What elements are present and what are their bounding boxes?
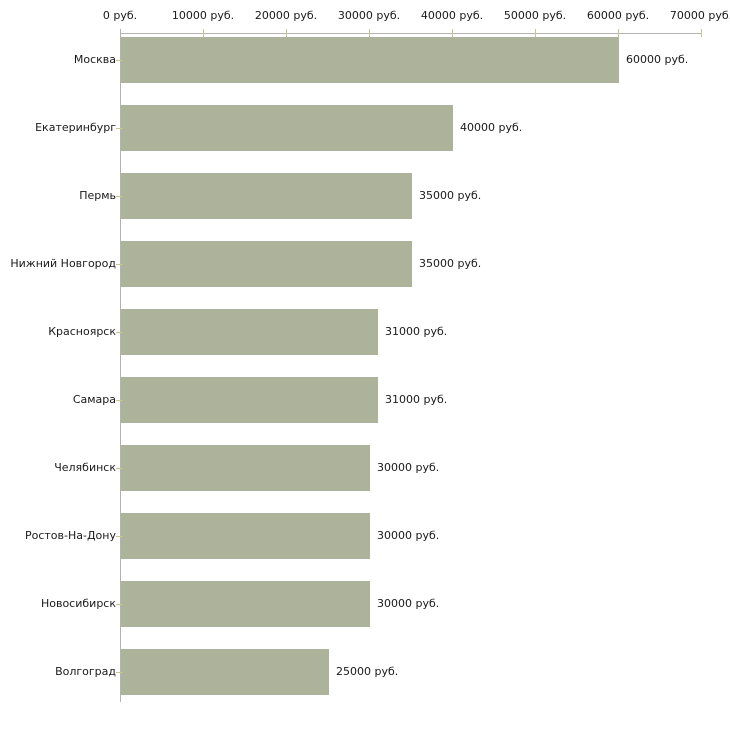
x-axis-origin-tick — [120, 29, 121, 33]
value-label: 31000 руб. — [385, 325, 448, 338]
category-label: Нижний Новгород — [10, 257, 116, 270]
x-axis-tick-label: 20000 руб. — [254, 9, 318, 22]
x-axis-tick-mark — [701, 29, 702, 37]
x-axis-tick-mark — [203, 29, 204, 37]
category-tick-mark — [116, 264, 123, 265]
bar — [121, 173, 412, 219]
x-axis-tick-mark — [618, 29, 619, 37]
bar — [121, 581, 370, 627]
value-label: 30000 руб. — [377, 529, 440, 542]
x-axis-tick-mark — [369, 29, 370, 37]
value-label: 35000 руб. — [419, 257, 482, 270]
bar — [121, 445, 370, 491]
bar — [121, 241, 412, 287]
bar — [121, 649, 329, 695]
category-tick-mark — [116, 672, 123, 673]
x-axis-tick-label: 0 руб. — [102, 9, 138, 22]
x-axis-tick-label: 40000 руб. — [420, 9, 484, 22]
category-label: Москва — [73, 53, 116, 66]
category-label: Пермь — [79, 189, 116, 202]
bar — [121, 513, 370, 559]
bar — [121, 377, 378, 423]
x-axis-tick-label: 70000 руб. — [669, 9, 730, 22]
value-label: 25000 руб. — [336, 665, 399, 678]
bar — [121, 309, 378, 355]
category-tick-mark — [116, 332, 123, 333]
category-tick-mark — [116, 536, 123, 537]
category-tick-mark — [116, 60, 123, 61]
value-label: 30000 руб. — [377, 597, 440, 610]
x-axis-tick-mark — [535, 29, 536, 37]
value-label: 31000 руб. — [385, 393, 448, 406]
category-label: Екатеринбург — [35, 121, 116, 134]
x-axis-tick-mark — [286, 29, 287, 37]
category-tick-mark — [116, 128, 123, 129]
value-label: 40000 руб. — [460, 121, 523, 134]
bar — [121, 105, 453, 151]
category-tick-mark — [116, 196, 123, 197]
category-label: Ростов-На-Дону — [24, 529, 116, 542]
x-axis-tick-label: 60000 руб. — [586, 9, 650, 22]
category-label: Новосибирск — [40, 597, 116, 610]
plot-area — [120, 33, 702, 702]
category-label: Красноярск — [48, 325, 116, 338]
category-tick-mark — [116, 400, 123, 401]
category-label: Самара — [72, 393, 116, 406]
x-axis-tick-label: 10000 руб. — [171, 9, 235, 22]
x-axis-tick-label: 30000 руб. — [337, 9, 401, 22]
value-label: 35000 руб. — [419, 189, 482, 202]
value-label: 30000 руб. — [377, 461, 440, 474]
x-axis-tick-label: 50000 руб. — [503, 9, 567, 22]
x-axis-tick-mark — [452, 29, 453, 37]
category-label: Челябинск — [54, 461, 116, 474]
bar — [121, 37, 619, 83]
category-label: Волгоград — [55, 665, 116, 678]
value-label: 60000 руб. — [626, 53, 689, 66]
category-tick-mark — [116, 604, 123, 605]
category-tick-mark — [116, 468, 123, 469]
